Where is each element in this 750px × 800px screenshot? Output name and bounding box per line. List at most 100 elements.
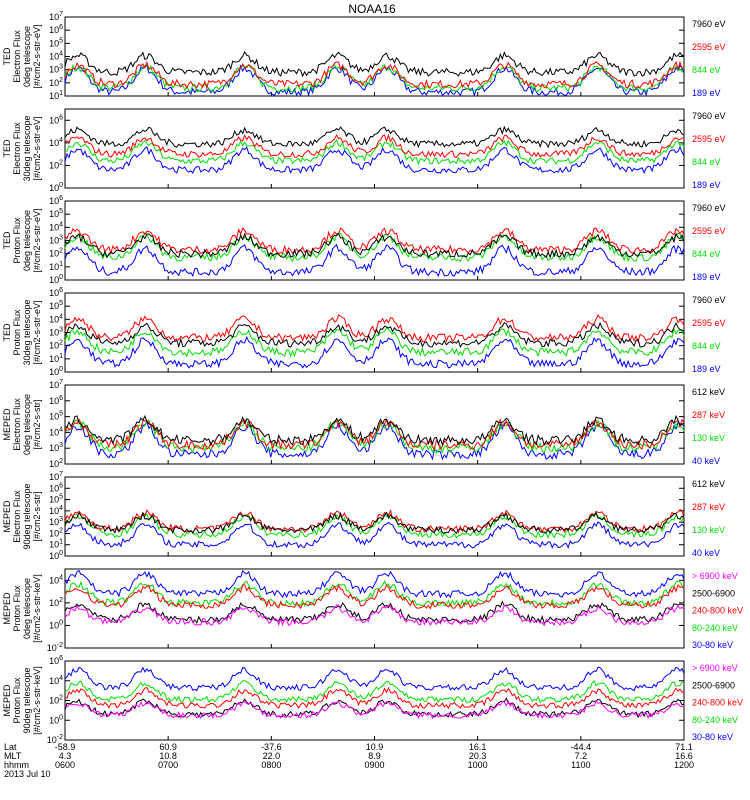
series-trace-black: [64, 321, 685, 349]
legend-entry: 30-80 keV: [692, 640, 733, 650]
x-tick-label-hhmm: 0900: [364, 760, 384, 770]
y-tick-label: 106: [49, 395, 63, 406]
series-trace-red: [64, 313, 685, 344]
y-tick-label: 107: [49, 11, 63, 22]
legend-entry: 7960 eV: [692, 295, 726, 305]
series-trace-black: [64, 232, 685, 259]
legend-entry: 287 keV: [692, 410, 725, 420]
y-axis-label: MEPEDProton Flux0deg telescope[#/cm2-s-s…: [2, 574, 42, 643]
x-tick-label-hhmm: 0700: [158, 760, 178, 770]
y-tick-label: 106: [49, 655, 63, 666]
y-tick-label: 104: [49, 574, 63, 585]
legend-entry: 189 eV: [692, 180, 721, 190]
legend-entry: 40 keV: [692, 456, 720, 466]
x-tick-label-mlt: 22.0: [263, 751, 281, 761]
series-trace-blue: [64, 420, 685, 461]
x-tick-label-hhmm: 0800: [261, 760, 281, 770]
y-tick-label: 105: [49, 37, 63, 48]
y-tick-label: 103: [49, 327, 63, 338]
legend-entry: 130 keV: [692, 525, 725, 535]
y-tick-label: 101: [49, 539, 63, 550]
x-tick-label-mlt: 10.8: [159, 751, 177, 761]
panel-3: 100 101 102 103 104 105 106 TEDProton Flux0deg …: [2, 195, 726, 285]
series-trace-red: [64, 583, 685, 610]
y-axis-label: MEPEDElectron Flux0deg telescope[#/cm2-s…: [2, 394, 42, 455]
y-tick-label: 10-2: [47, 642, 63, 653]
series-trace-black: [64, 600, 685, 625]
y-tick-label: 103: [49, 64, 63, 75]
series-trace-red: [64, 417, 685, 451]
series-trace-red: [64, 133, 685, 159]
x-tick-label-lat: 10.9: [366, 742, 384, 752]
panel-8: 10-2 100 102 104 106 MEPEDProton Flux90deg te…: [2, 655, 743, 745]
y-tick-label: 104: [49, 137, 63, 148]
y-tick-label: 102: [49, 458, 63, 469]
legend-entry: 240-800 keV: [692, 698, 743, 708]
legend-entry: 80-240 keV: [692, 623, 738, 633]
panel-7: 10-2 100 102 104 MEPEDProton Flux0deg telesc…: [2, 568, 743, 653]
series-trace-green: [64, 63, 685, 94]
series-trace-black: [64, 50, 685, 78]
y-tick-label: 102: [49, 340, 63, 351]
x-tick-label-mlt: 20.3: [469, 751, 487, 761]
y-tick-label: 102: [49, 248, 63, 259]
legend-entry: 7960 eV: [692, 19, 726, 29]
y-tick-label: 105: [49, 208, 63, 219]
figure-title: NOAA16: [348, 2, 396, 16]
x-tick-label-lat: -58.9: [55, 742, 76, 752]
legend-entry: 844 eV: [692, 65, 721, 75]
x-tick-label-lat: 16.1: [469, 742, 487, 752]
legend-entry: 612 keV: [692, 479, 725, 489]
series-trace-green: [64, 418, 685, 454]
series-trace-blue: [64, 569, 685, 599]
y-tick-label: 100: [49, 550, 63, 561]
y-tick-label: 105: [49, 494, 63, 505]
legend-entry: 2595 eV: [692, 42, 726, 52]
y-tick-label: 107: [49, 379, 63, 390]
series-trace-magenta: [64, 604, 685, 627]
legend-entry: 7960 eV: [692, 111, 726, 121]
plot-frame: [64, 568, 685, 649]
series-trace-blue: [64, 243, 685, 278]
y-tick-label: 104: [49, 313, 63, 324]
y-tick-label: 101: [49, 261, 63, 272]
x-tick-label-lat: 60.9: [159, 742, 177, 752]
legend-entry: 2595 eV: [692, 134, 726, 144]
y-tick-label: 104: [49, 51, 63, 62]
legend-entry: 189 eV: [692, 272, 721, 282]
series-trace-black: [64, 125, 685, 149]
legend-entry: > 6900 keV: [692, 571, 738, 581]
x-row-label: Lat: [4, 742, 17, 752]
plot-frame: [64, 16, 685, 97]
y-axis-label: TEDProton Flux30deg telescope[#/cm2-s-st…: [2, 299, 42, 365]
x-row-label: 2013 Jul 10: [4, 769, 51, 779]
y-tick-label: 100: [49, 366, 63, 377]
y-tick-label: 102: [49, 527, 63, 538]
panel-4: 100 101 102 103 104 105 106 TEDProton Flux30deg…: [2, 287, 726, 377]
plot-frame: [64, 660, 685, 741]
x-tick-label-hhmm: 1200: [674, 760, 694, 770]
legend-entry: 80-240 keV: [692, 715, 738, 725]
x-tick-label-lat: -44.4: [571, 742, 592, 752]
series-trace-magenta: [64, 699, 685, 720]
y-tick-label: 103: [49, 235, 63, 246]
y-axis-label: MEPEDProton Flux90deg telescope[#/cm2-s-…: [2, 666, 42, 735]
series-trace-black: [64, 511, 685, 535]
y-tick-label: 100: [49, 182, 63, 193]
series-trace-blue: [64, 64, 685, 98]
y-tick-label: 101: [49, 353, 63, 364]
series-trace-green: [64, 231, 685, 263]
legend-entry: 2595 eV: [692, 318, 726, 328]
legend-entry: 240-800 keV: [692, 606, 743, 616]
series-trace-red: [64, 227, 685, 256]
y-axis-label: TEDElectron Flux30deg telescope[#/cm2-s-…: [2, 115, 42, 181]
y-tick-label: 103: [49, 442, 63, 453]
legend-entry: > 6900 keV: [692, 663, 738, 673]
series-trace-blue: [64, 666, 685, 692]
y-tick-label: 105: [49, 300, 63, 311]
legend-entry: 189 eV: [692, 88, 721, 98]
y-tick-label: 107: [49, 471, 63, 482]
